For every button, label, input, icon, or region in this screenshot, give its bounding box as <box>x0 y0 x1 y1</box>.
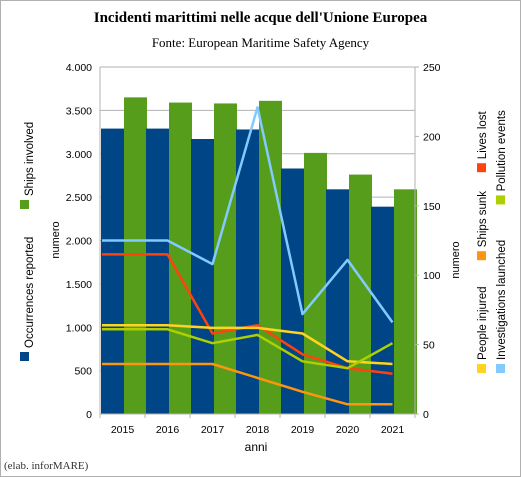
legend-label-people-injured: People injured <box>477 286 489 360</box>
y-left-tick-label: 4.000 <box>66 62 92 74</box>
credit-note: (elab. inforMARE) <box>4 460 89 472</box>
y-left-axis-label: numero <box>50 221 62 258</box>
legend-label-occurrences-reported: Occurrences reported <box>24 237 36 348</box>
y-right-tick-label: 150 <box>423 201 441 213</box>
legend: Occurrences reported Ships involved People… <box>20 110 508 373</box>
y-left-tick-label: 2.500 <box>66 192 92 204</box>
y-left-tick-label: 1.500 <box>66 279 92 291</box>
y-left-tick-label: 0 <box>86 409 92 421</box>
y-right-tick-label: 250 <box>423 62 441 74</box>
x-tick-label: 2016 <box>156 424 180 436</box>
y-right-axis-label: numero <box>450 241 462 278</box>
legend-swatch-people-injured <box>477 364 486 373</box>
bar-occurrences-reported <box>281 168 304 414</box>
y-left-tick-label: 3.500 <box>66 105 92 117</box>
bar-series <box>101 97 417 415</box>
legend-label-ships-sunk: Ships sunk <box>477 191 489 248</box>
chart-subtitle: Fonte: European Maritime Safety Agency <box>151 35 370 50</box>
x-tick-label: 2020 <box>336 424 360 436</box>
legend-label-pollution-events: Pollution events <box>496 110 508 191</box>
line-investigations-launched <box>102 106 394 324</box>
bar-ships-involved <box>214 103 237 414</box>
legend-swatch-investigations-launched <box>496 364 505 373</box>
bar-ships-involved <box>394 189 417 414</box>
legend-swatch-lives-lost <box>477 163 486 173</box>
line-pollution-events <box>102 328 394 370</box>
x-tick-label: 2017 <box>201 424 225 436</box>
chart-title: Incidenti marittimi nelle acque dell'Uni… <box>93 10 428 26</box>
y-left-tick-label: 2.000 <box>66 236 92 248</box>
legend-label-lives-lost: Lives lost <box>477 110 489 159</box>
bar-ships-involved <box>259 100 282 415</box>
line-people-injured <box>102 323 393 366</box>
x-tick-label: 2019 <box>291 424 315 436</box>
y-left-tick-label: 1.000 <box>66 322 92 334</box>
x-tick-label: 2015 <box>111 424 135 436</box>
legend-label-investigations-launched: Investigations launched <box>496 240 508 360</box>
legend-swatch-ships-involved <box>20 200 29 209</box>
legend-swatch-ships-sunk <box>477 251 486 261</box>
line-series <box>102 106 394 406</box>
y-right-tick-label: 50 <box>423 340 435 352</box>
x-tick-label: 2021 <box>381 424 405 436</box>
axes: 0 500 1.000 1.500 2.000 2.500 3.000 3.500 4.000 0… <box>66 62 441 436</box>
y-right-tick-label: 100 <box>423 270 441 282</box>
y-right-tick-label: 0 <box>423 409 429 421</box>
bar-occurrences-reported <box>236 129 259 414</box>
legend-swatch-occurrences-reported <box>20 352 29 361</box>
legend-label-ships-involved: Ships involved <box>24 122 36 196</box>
line-ships-sunk <box>102 362 393 406</box>
bar-occurrences-reported <box>101 128 124 414</box>
y-left-tick-label: 500 <box>74 366 92 378</box>
legend-swatch-pollution-events <box>496 195 505 205</box>
bar-ships-involved <box>304 152 327 414</box>
y-right-tick-label: 200 <box>423 131 441 143</box>
bar-ships-involved <box>124 97 147 415</box>
x-tick-label: 2018 <box>246 424 270 436</box>
bar-ships-involved <box>349 174 372 414</box>
bar-occurrences-reported <box>191 139 214 414</box>
bar-ships-involved <box>169 102 192 414</box>
bar-occurrences-reported <box>146 128 169 414</box>
bar-occurrences-reported <box>326 189 349 414</box>
x-axis-label: anni <box>245 440 268 454</box>
y-left-tick-label: 3.000 <box>66 149 92 161</box>
